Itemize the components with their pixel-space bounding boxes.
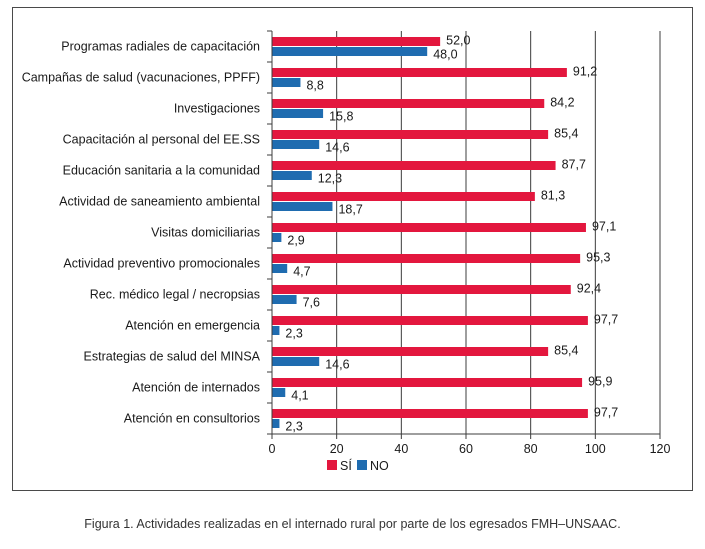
bar-si bbox=[272, 316, 588, 325]
x-tick-label: 120 bbox=[650, 442, 671, 456]
bar-no bbox=[272, 109, 324, 118]
data-label: 7,6 bbox=[303, 296, 320, 310]
data-label: 97,7 bbox=[594, 313, 618, 327]
bar-no bbox=[272, 78, 301, 87]
data-label: 15,8 bbox=[329, 110, 353, 124]
category-label: Investigaciones bbox=[174, 102, 260, 116]
bar-si bbox=[272, 68, 567, 77]
data-label: 8,8 bbox=[306, 79, 323, 93]
legend-swatch bbox=[357, 460, 367, 470]
bar-no bbox=[272, 140, 320, 149]
bar-si bbox=[272, 192, 535, 201]
data-label: 12,3 bbox=[318, 172, 342, 186]
category-label: Actividad preventivo promocionales bbox=[63, 257, 260, 271]
data-label: 14,6 bbox=[325, 358, 349, 372]
data-label: 52,0 bbox=[446, 34, 470, 48]
data-label: 81,3 bbox=[541, 189, 565, 203]
category-label: Campañas de salud (vacunaciones, PPFF) bbox=[22, 71, 260, 85]
data-label: 18,7 bbox=[338, 203, 362, 217]
data-label: 92,4 bbox=[577, 282, 601, 296]
category-label: Atención en emergencia bbox=[125, 319, 260, 333]
bar-si bbox=[272, 409, 588, 418]
data-label: 91,2 bbox=[573, 65, 597, 79]
bar-si bbox=[272, 378, 583, 387]
legend-label: SÍ bbox=[340, 458, 352, 473]
category-label: Rec. médico legal / necropsias bbox=[90, 288, 260, 302]
figure-caption: Figura 1. Actividades realizadas en el i… bbox=[84, 517, 621, 531]
bar-no bbox=[272, 264, 288, 273]
bar-no bbox=[272, 233, 282, 242]
bar-no bbox=[272, 388, 286, 397]
bar-no bbox=[272, 419, 280, 428]
category-label: Actividad de saneamiento ambiental bbox=[59, 195, 260, 209]
bar-si bbox=[272, 285, 571, 294]
bar-no bbox=[272, 202, 333, 211]
data-label: 4,1 bbox=[291, 389, 308, 403]
x-tick-label: 0 bbox=[269, 442, 276, 456]
legend-label: NO bbox=[370, 459, 389, 473]
data-label: 48,0 bbox=[433, 48, 457, 62]
category-label: Capacitación al personal del EE.SS bbox=[63, 133, 260, 147]
data-label: 97,7 bbox=[594, 406, 618, 420]
bar-no bbox=[272, 357, 320, 366]
bar-si bbox=[272, 254, 581, 263]
bar-si bbox=[272, 130, 549, 139]
x-tick-label: 20 bbox=[330, 442, 344, 456]
chart-frame bbox=[12, 7, 693, 491]
bar-no bbox=[272, 47, 428, 56]
data-label: 95,9 bbox=[588, 375, 612, 389]
category-label: Atención en consultorios bbox=[124, 412, 260, 426]
category-label: Programas radiales de capacitación bbox=[61, 40, 260, 54]
bar-no bbox=[272, 326, 280, 335]
bar-si bbox=[272, 347, 549, 356]
bar-no bbox=[272, 171, 312, 180]
bar-no bbox=[272, 295, 297, 304]
category-label: Atención de internados bbox=[132, 381, 260, 395]
data-label: 95,3 bbox=[586, 251, 610, 265]
data-label: 2,9 bbox=[287, 234, 304, 248]
x-tick-label: 100 bbox=[585, 442, 606, 456]
x-tick-label: 40 bbox=[394, 442, 408, 456]
data-label: 85,4 bbox=[554, 344, 578, 358]
data-label: 97,1 bbox=[592, 220, 616, 234]
bar-si bbox=[272, 99, 545, 108]
bar-si bbox=[272, 161, 556, 170]
data-label: 84,2 bbox=[550, 96, 574, 110]
category-label: Educación sanitaria a la comunidad bbox=[63, 164, 260, 178]
category-label: Visitas domiciliarias bbox=[151, 226, 260, 240]
data-label: 14,6 bbox=[325, 141, 349, 155]
data-label: 87,7 bbox=[562, 158, 586, 172]
bar-si bbox=[272, 37, 441, 46]
bar-si bbox=[272, 223, 586, 232]
category-label: Estrategias de salud del MINSA bbox=[84, 350, 261, 364]
data-label: 2,3 bbox=[285, 327, 302, 341]
x-tick-label: 60 bbox=[459, 442, 473, 456]
x-tick-label: 80 bbox=[524, 442, 538, 456]
data-label: 4,7 bbox=[293, 265, 310, 279]
legend-swatch bbox=[327, 460, 337, 470]
data-label: 85,4 bbox=[554, 127, 578, 141]
data-label: 2,3 bbox=[285, 420, 302, 434]
